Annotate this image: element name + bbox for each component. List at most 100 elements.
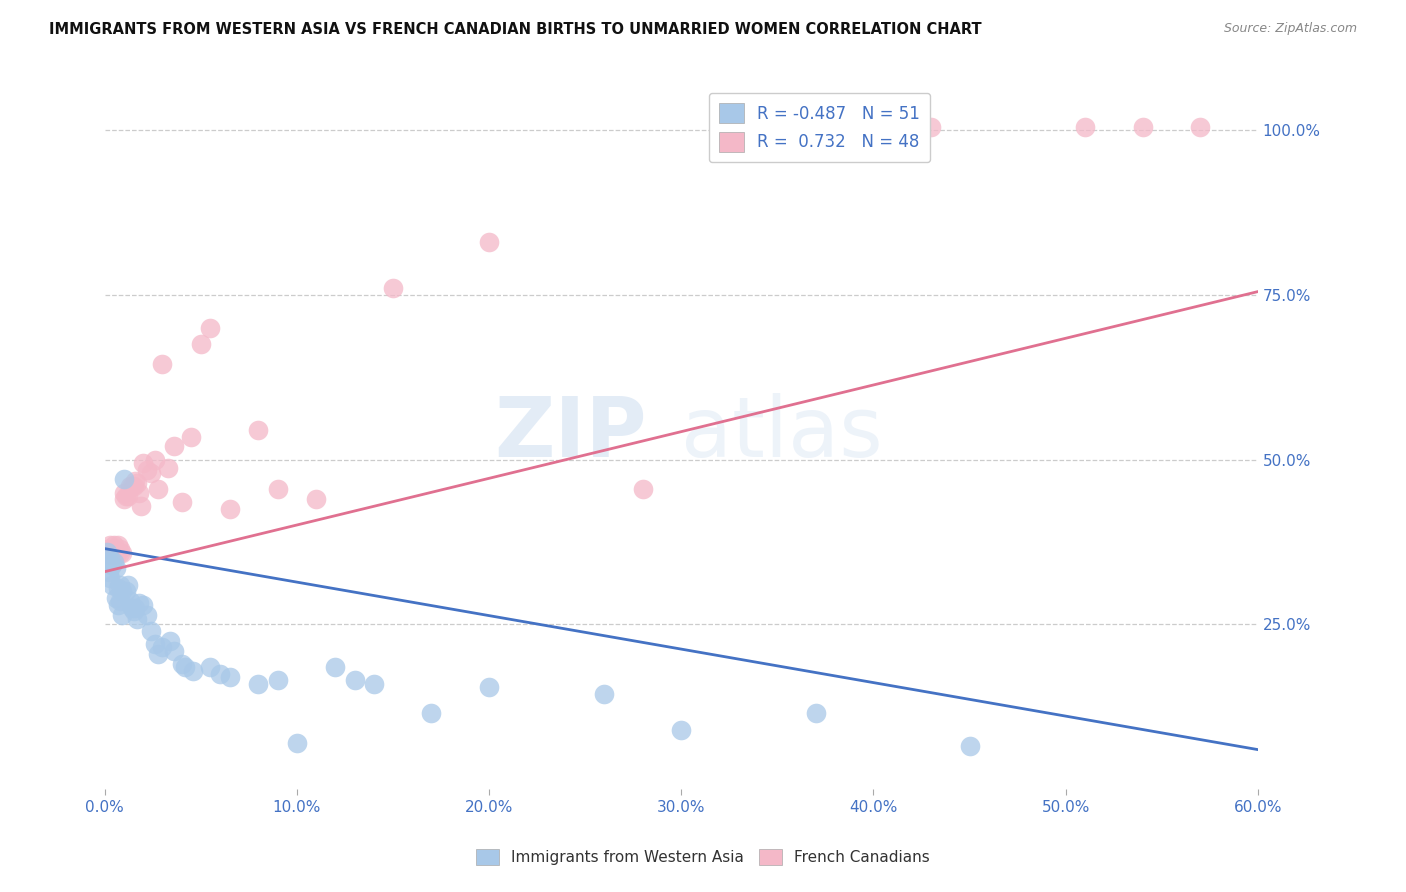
Point xyxy=(112,492,135,507)
Point xyxy=(132,456,155,470)
Text: IMMIGRANTS FROM WESTERN ASIA VS FRENCH CANADIAN BIRTHS TO UNMARRIED WOMEN CORREL: IMMIGRANTS FROM WESTERN ASIA VS FRENCH C… xyxy=(49,22,981,37)
Point xyxy=(180,429,202,443)
Point xyxy=(97,555,120,569)
Point xyxy=(1074,120,1097,134)
Point xyxy=(97,548,120,562)
Point xyxy=(127,612,149,626)
Point xyxy=(247,423,270,437)
Point xyxy=(200,660,222,674)
Point xyxy=(122,604,145,618)
Point xyxy=(1132,120,1154,134)
Point xyxy=(114,584,136,599)
Point xyxy=(139,466,162,480)
Point xyxy=(107,581,129,595)
Point xyxy=(108,594,131,608)
Point xyxy=(163,440,186,454)
Point xyxy=(218,670,240,684)
Point xyxy=(247,676,270,690)
Point xyxy=(136,462,159,476)
Point xyxy=(170,495,193,509)
Point xyxy=(128,485,150,500)
Point xyxy=(157,460,180,475)
Point xyxy=(96,545,118,559)
Point xyxy=(323,660,346,674)
Point xyxy=(150,640,173,655)
Point xyxy=(766,120,789,134)
Point xyxy=(920,120,942,134)
Point xyxy=(105,548,128,562)
Point xyxy=(121,479,143,493)
Point xyxy=(163,644,186,658)
Point xyxy=(100,571,122,585)
Text: Source: ZipAtlas.com: Source: ZipAtlas.com xyxy=(1223,22,1357,36)
Point xyxy=(363,676,385,690)
Legend: Immigrants from Western Asia, French Canadians: Immigrants from Western Asia, French Can… xyxy=(470,843,936,871)
Point xyxy=(174,660,197,674)
Point xyxy=(129,499,152,513)
Point xyxy=(114,489,136,503)
Point xyxy=(150,357,173,371)
Point xyxy=(132,598,155,612)
Point xyxy=(959,739,981,754)
Point xyxy=(266,483,288,497)
Point xyxy=(111,546,134,560)
Point xyxy=(107,598,129,612)
Point xyxy=(117,578,139,592)
Point xyxy=(118,594,141,608)
Point xyxy=(111,584,134,599)
Point xyxy=(420,706,443,721)
Point xyxy=(593,687,616,701)
Point xyxy=(101,578,124,592)
Point xyxy=(124,601,146,615)
Point xyxy=(117,489,139,503)
Point xyxy=(478,235,501,250)
Point xyxy=(107,538,129,552)
Point xyxy=(266,673,288,688)
Point xyxy=(103,538,125,552)
Point xyxy=(143,637,166,651)
Point xyxy=(112,472,135,486)
Point xyxy=(381,281,404,295)
Point xyxy=(148,647,170,661)
Point xyxy=(159,633,181,648)
Point xyxy=(108,546,131,560)
Point xyxy=(305,492,328,507)
Point xyxy=(170,657,193,671)
Point xyxy=(103,555,125,569)
Point xyxy=(108,578,131,592)
Point xyxy=(97,565,120,579)
Point xyxy=(100,538,122,552)
Point xyxy=(105,591,128,605)
Point xyxy=(200,321,222,335)
Point xyxy=(343,673,366,688)
Point xyxy=(127,475,149,490)
Point xyxy=(108,541,131,556)
Point xyxy=(804,706,827,721)
Point xyxy=(1189,120,1212,134)
Point xyxy=(143,452,166,467)
Point xyxy=(478,680,501,694)
Point xyxy=(285,736,308,750)
Point xyxy=(148,483,170,497)
Legend: R = -0.487   N = 51, R =  0.732   N = 48: R = -0.487 N = 51, R = 0.732 N = 48 xyxy=(709,93,931,161)
Text: ZIP: ZIP xyxy=(494,392,647,474)
Point xyxy=(111,607,134,622)
Point xyxy=(631,483,654,497)
Point xyxy=(96,541,118,556)
Point xyxy=(105,561,128,575)
Point xyxy=(136,607,159,622)
Point xyxy=(100,551,122,566)
Point xyxy=(101,558,124,573)
Point xyxy=(208,666,231,681)
Point xyxy=(218,502,240,516)
Point xyxy=(190,337,212,351)
Point xyxy=(118,479,141,493)
Point xyxy=(139,624,162,638)
Point xyxy=(107,545,129,559)
Point xyxy=(671,723,693,737)
Point xyxy=(101,548,124,562)
Point xyxy=(128,596,150,610)
Point xyxy=(100,545,122,559)
Point xyxy=(103,541,125,556)
Point xyxy=(181,664,204,678)
